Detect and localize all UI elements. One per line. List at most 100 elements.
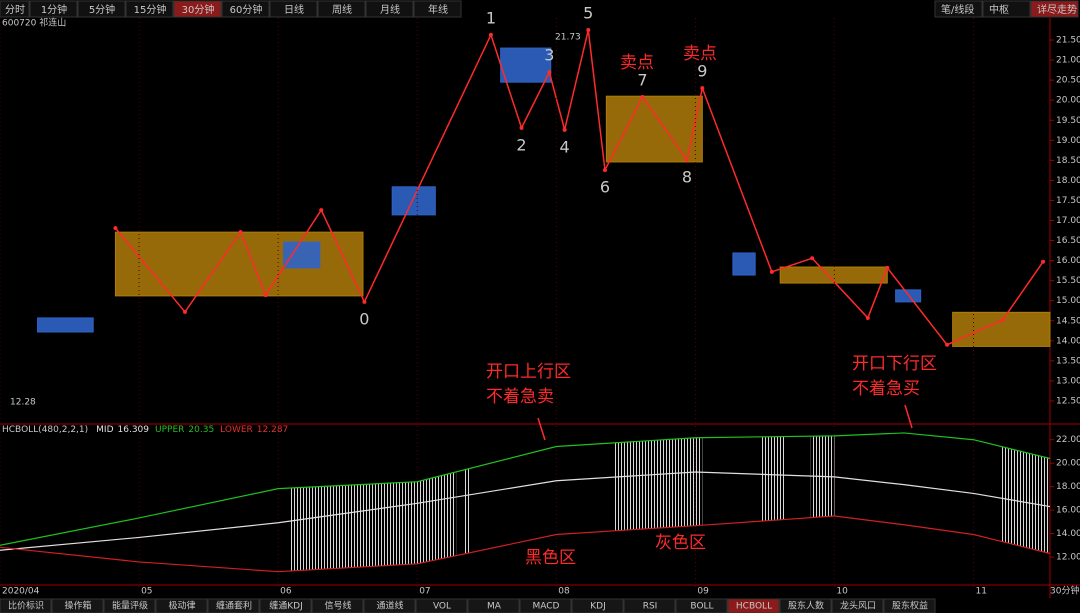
tab[interactable]	[51, 598, 104, 613]
tab-label: 能量评级	[112, 600, 148, 612]
period-button[interactable]	[221, 0, 270, 18]
zigzag-point	[1000, 317, 1005, 322]
pivot-zone	[114, 231, 364, 297]
toolbar-button[interactable]	[982, 0, 1031, 18]
tab[interactable]	[259, 598, 312, 613]
tab-label: RSI	[643, 602, 658, 612]
toolbar-label: 笔/线段	[941, 3, 974, 16]
point-label: 1	[486, 8, 496, 27]
tab[interactable]	[155, 598, 208, 613]
y-tick-label: 18.00	[1056, 482, 1080, 492]
tab-label: MA	[487, 602, 502, 612]
y-tick-label: 22.00	[1056, 435, 1080, 445]
tab[interactable]	[415, 598, 468, 613]
indicator-header: HCBOLL(480,2,2,1) MID 16.309 UPPER 20.35 LOWE…	[2, 425, 288, 435]
zigzag-point	[182, 309, 187, 314]
point-label: 9	[697, 62, 707, 81]
period-button[interactable]	[77, 0, 126, 18]
period-button[interactable]	[413, 0, 462, 18]
tab[interactable]	[207, 598, 260, 613]
toolbar-button[interactable]	[934, 0, 983, 18]
zigzag-point	[362, 299, 367, 304]
zigzag-point	[945, 342, 950, 347]
tab-label: KDJ	[590, 602, 606, 612]
period-button[interactable]	[365, 0, 414, 18]
zigzag-point	[562, 127, 567, 132]
x-tick-label: 08	[558, 587, 570, 597]
annotation: 不着急卖	[486, 387, 554, 407]
y-tick-label: 13.50	[1056, 356, 1080, 366]
blue-box	[732, 252, 756, 276]
y-tick-label: 14.00	[1056, 336, 1080, 346]
x-tick-label: 09	[697, 587, 709, 597]
blue-box	[283, 241, 321, 269]
blue-box	[500, 47, 552, 83]
y-tick-label: 20.00	[1056, 96, 1080, 106]
tab-label: 缠通KDJ	[269, 600, 303, 612]
stock-name: 600720 祁连山	[2, 17, 66, 29]
y-tick-label: 18.00	[1056, 176, 1080, 186]
annotation: 灰色区	[655, 533, 706, 553]
pivot-zone	[952, 311, 1051, 347]
tab[interactable]	[311, 598, 364, 613]
tab-label: 股东权益	[892, 600, 928, 612]
tab[interactable]	[467, 598, 520, 613]
tab[interactable]	[883, 598, 936, 613]
zigzag-point	[865, 315, 870, 320]
y-tick-label: 16.00	[1056, 256, 1080, 266]
period-label: 1分钟	[41, 3, 67, 16]
pivot-zone	[605, 95, 703, 163]
tab-label: 缠通套利	[216, 600, 252, 612]
sell-point: 卖点	[620, 53, 654, 73]
period-label: 周线	[332, 3, 352, 16]
tab[interactable]	[103, 598, 156, 613]
x-tick-label: 06	[280, 587, 292, 597]
zigzag-point	[885, 265, 890, 270]
toolbar-button[interactable]	[1030, 0, 1079, 18]
zigzag-point	[488, 32, 493, 37]
zigzag-point	[238, 230, 243, 235]
point-label: 4	[560, 137, 570, 156]
period-label: 30分钟	[182, 3, 215, 16]
period-button[interactable]	[269, 0, 318, 18]
zigzag-point	[586, 28, 591, 33]
period-button[interactable]	[29, 0, 78, 18]
blue-box	[37, 317, 94, 333]
y-tick-label: 12.50	[1056, 396, 1080, 406]
period-button[interactable]	[173, 0, 222, 18]
zigzag-point	[700, 86, 705, 91]
x-tick-label: 2020/04	[2, 587, 40, 597]
tab[interactable]	[623, 598, 676, 613]
tab-label: 龙头风口	[840, 600, 876, 612]
tab[interactable]	[831, 598, 884, 613]
tab[interactable]	[675, 598, 728, 613]
tab[interactable]	[363, 598, 416, 613]
tab[interactable]	[519, 598, 572, 613]
tab-label: 极动律	[168, 600, 195, 612]
tab[interactable]	[571, 598, 624, 613]
tab-label: 操作箱	[64, 600, 91, 612]
y-tick-label: 16.50	[1056, 236, 1080, 246]
y-tick-label: 15.00	[1056, 296, 1080, 306]
y-tick-label: 13.00	[1056, 376, 1080, 386]
y-tick-label: 21.00	[1056, 56, 1080, 66]
period-button[interactable]	[0, 0, 30, 18]
x-tick-label: 05	[141, 587, 152, 597]
toolbar-label: 中枢	[989, 3, 1009, 16]
zigzag	[114, 29, 1044, 346]
period-button[interactable]	[317, 0, 366, 18]
zigzag-point	[319, 208, 324, 213]
y-tick-label: 18.50	[1056, 156, 1080, 166]
tab[interactable]	[779, 598, 832, 613]
zigzag-point	[810, 256, 815, 261]
zigzag-point	[640, 94, 645, 99]
tab[interactable]	[0, 598, 52, 613]
annotation: 开口下行区	[852, 354, 937, 374]
point-label: 3	[544, 46, 554, 65]
x-tick-label: 10	[836, 587, 848, 597]
annotation: 开口上行区	[486, 362, 571, 382]
tab[interactable]	[727, 598, 780, 613]
zigzag-point	[113, 226, 118, 231]
period-button[interactable]	[125, 0, 174, 18]
zigzag-point	[685, 157, 690, 162]
